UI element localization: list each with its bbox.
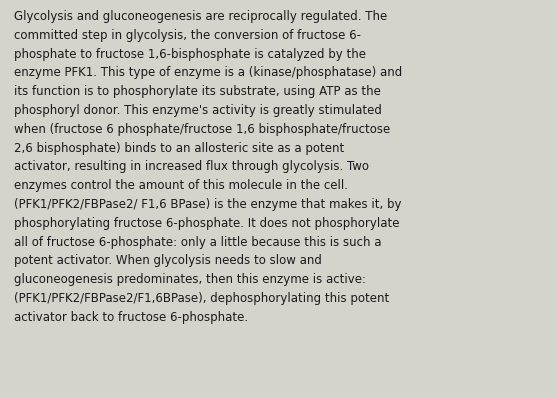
Text: Glycolysis and gluconeogenesis are reciprocally regulated. The
committed step in: Glycolysis and gluconeogenesis are recip…	[14, 10, 402, 324]
